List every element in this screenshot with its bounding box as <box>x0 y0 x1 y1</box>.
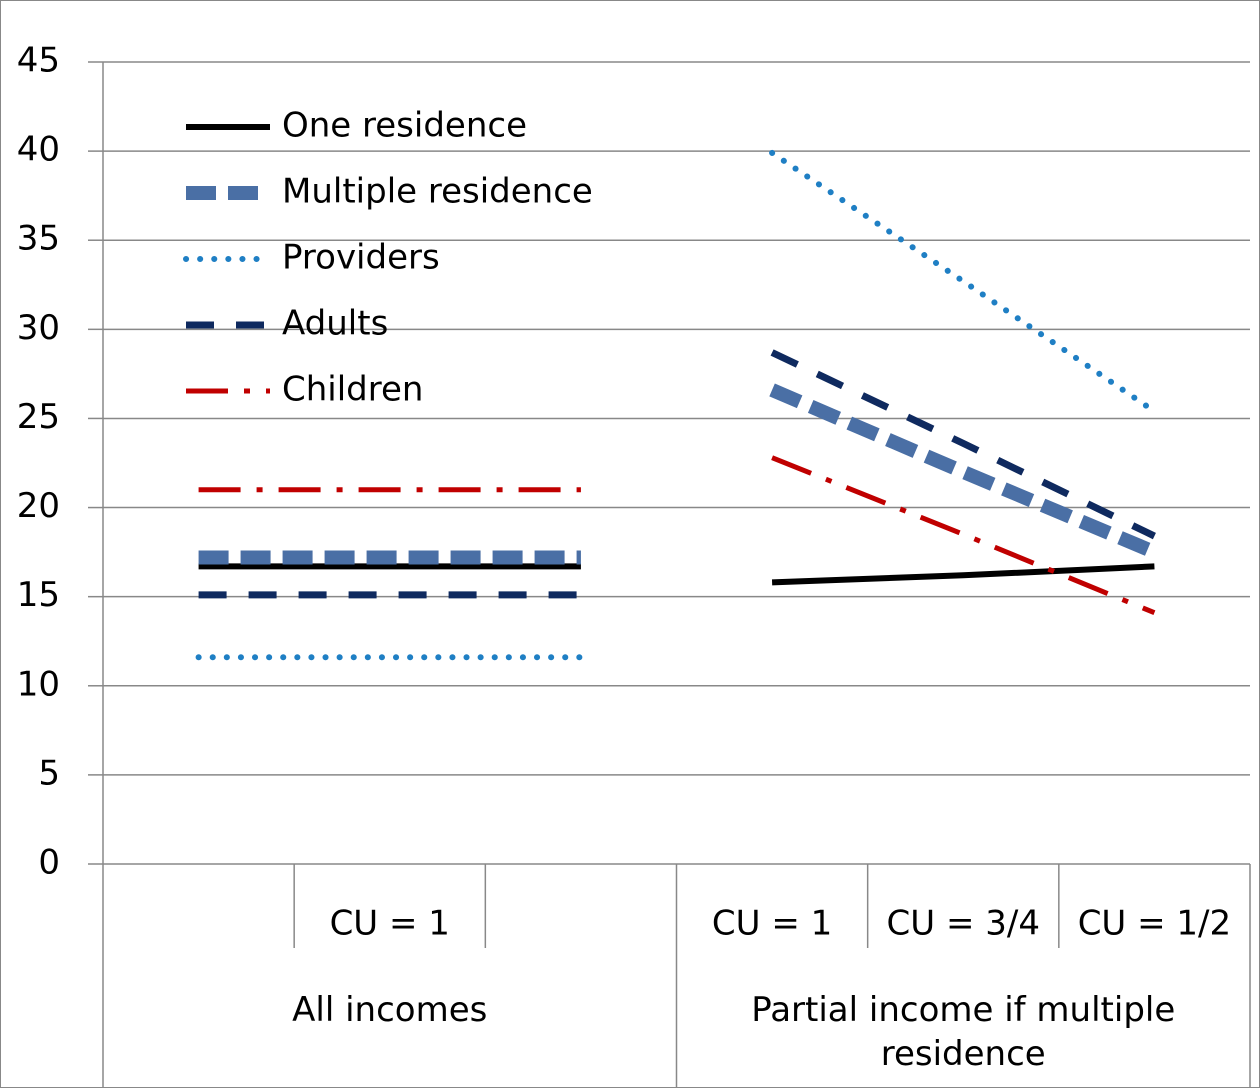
legend-label: Providers <box>282 238 440 278</box>
y-tick-label: 10 <box>17 664 60 704</box>
y-tick-label: 45 <box>17 41 60 81</box>
y-tick-label: 40 <box>17 130 60 170</box>
legend-label: Children <box>282 370 423 410</box>
group-label: All incomes <box>292 990 488 1030</box>
legend-label: Adults <box>282 304 388 344</box>
x-tick-label: CU = 1 <box>712 904 832 944</box>
x-tick-label: CU = 1 <box>330 904 450 944</box>
y-tick-label: 20 <box>17 486 60 526</box>
y-tick-label: 25 <box>17 397 60 437</box>
x-tick-label: CU = 1/2 <box>1078 904 1231 944</box>
series-line <box>771 563 1155 586</box>
legend-label: Multiple residence <box>282 172 593 212</box>
group-label: Partial income if multiple residence <box>751 990 1176 1074</box>
y-tick-label: 35 <box>17 219 60 259</box>
y-tick-label: 15 <box>17 575 60 615</box>
y-tick-label: 5 <box>38 753 60 793</box>
y-tick-label: 0 <box>38 843 60 883</box>
x-tick-label: CU = 3/4 <box>887 904 1040 944</box>
series-line <box>769 383 1158 559</box>
series-line <box>770 349 1156 540</box>
series-line <box>771 455 1156 616</box>
y-tick-label: 30 <box>17 308 60 348</box>
legend-label: One residence <box>282 106 527 146</box>
